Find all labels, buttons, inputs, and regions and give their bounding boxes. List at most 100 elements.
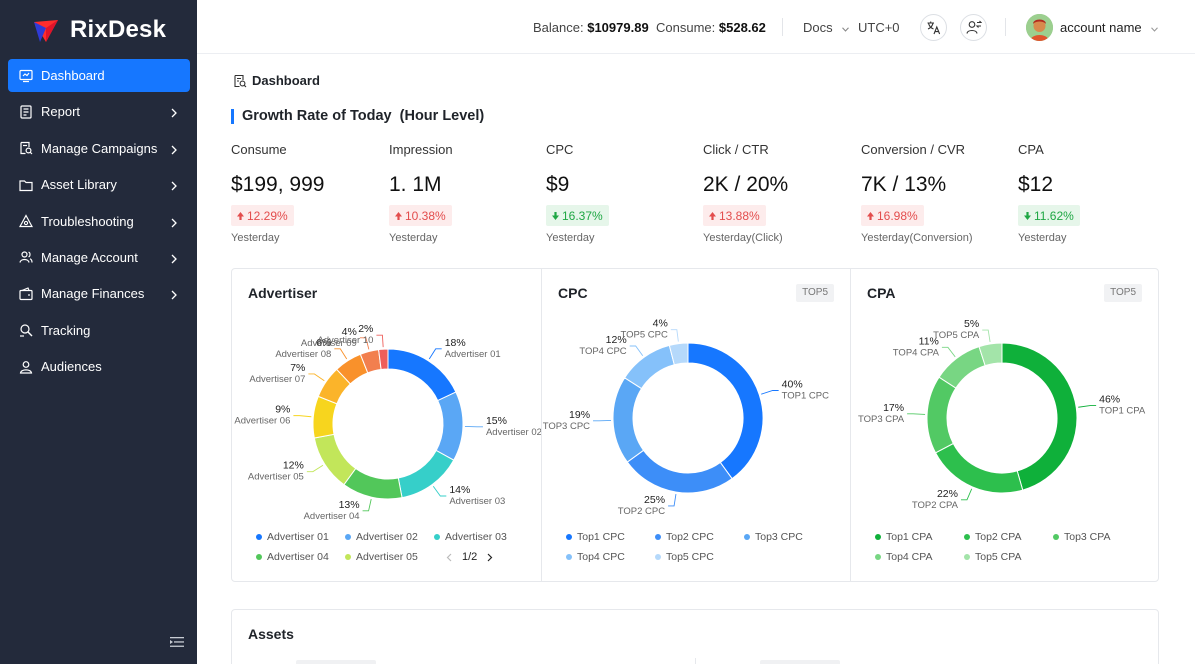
- assets-tab-stub: [296, 660, 376, 664]
- legend-item[interactable]: Top3 CPA: [1053, 531, 1111, 543]
- slice-percent-label: 12%: [606, 334, 627, 346]
- sidebar-item-audiences[interactable]: Audiences: [8, 350, 190, 383]
- legend-item[interactable]: Top2 CPA: [964, 531, 1022, 543]
- slice-percent-label: 6%: [316, 337, 331, 349]
- sidebar-item-asset-library[interactable]: Asset Library: [8, 168, 190, 201]
- slice-name-label: Advertiser 07: [249, 374, 305, 385]
- sidebar-item-manage-campaigns[interactable]: Manage Campaigns: [8, 132, 190, 165]
- donut-slice-5[interactable]: [978, 342, 1003, 367]
- header-divider: [782, 18, 783, 36]
- donut-slice-2[interactable]: [435, 391, 464, 461]
- donut-slice-3[interactable]: [926, 376, 957, 454]
- donut-slice-5[interactable]: [668, 342, 689, 366]
- slice-percent-label: 7%: [290, 362, 305, 374]
- slice-percent-label: 40%: [782, 378, 803, 390]
- sidebar-item-dashboard[interactable]: Dashboard: [8, 59, 190, 92]
- sidebar-item-tracking[interactable]: Tracking: [8, 314, 190, 347]
- legend-item[interactable]: Top2 CPC: [655, 531, 714, 543]
- legend-dot: [655, 534, 661, 540]
- legend-dot: [345, 554, 351, 560]
- donut-slice-2[interactable]: [626, 449, 733, 494]
- donut-slice-10[interactable]: [378, 348, 389, 370]
- legend-item[interactable]: Advertiser 03: [434, 531, 507, 543]
- metric-value: 1. 1M: [389, 173, 442, 196]
- sidebar-item-report[interactable]: Report: [8, 95, 190, 128]
- metric-subtitle: Yesterday: [546, 232, 595, 244]
- sidebar-nav: Dashboard Report Manage Campaigns Asset Lib…: [8, 59, 190, 387]
- donut-slice-1[interactable]: [687, 342, 764, 480]
- slice-percent-label: 4%: [653, 318, 668, 330]
- legend-item[interactable]: Top4 CPC: [566, 551, 625, 563]
- slice-name-label: TOP2 CPA: [912, 500, 959, 511]
- account-menu[interactable]: account name: [1060, 20, 1159, 35]
- legend-item[interactable]: Top1 CPA: [875, 531, 933, 543]
- docs-dropdown[interactable]: Docs: [803, 20, 850, 35]
- metric-label: CPC: [546, 142, 574, 157]
- chevron-right-icon: [170, 288, 178, 300]
- translate-icon: [927, 21, 941, 35]
- timezone-display[interactable]: UTC+0: [858, 20, 900, 35]
- legend-item[interactable]: Advertiser 05: [345, 551, 418, 563]
- legend-label: Advertiser 02: [356, 531, 418, 543]
- legend-label: Advertiser 04: [267, 551, 329, 563]
- campaign-icon: [19, 141, 33, 155]
- switch-account-button[interactable]: [960, 14, 987, 41]
- donut-slice-1[interactable]: [1001, 342, 1078, 491]
- menu-collapse-icon[interactable]: [170, 636, 184, 648]
- avatar[interactable]: [1026, 14, 1053, 41]
- brand-logo[interactable]: RixDesk: [32, 16, 166, 44]
- legend-item[interactable]: Advertiser 02: [345, 531, 418, 543]
- slice-name-label: TOP1 CPA: [1099, 406, 1146, 417]
- donut-slice-4[interactable]: [623, 344, 675, 390]
- chevron-right-icon: [170, 106, 178, 118]
- metric-change-value: 11.62%: [1034, 208, 1074, 223]
- legend-item[interactable]: Advertiser 01: [256, 531, 329, 543]
- legend-item[interactable]: Top1 CPC: [566, 531, 625, 543]
- metric-value: $199, 999: [231, 173, 325, 196]
- metric-cpa: CPA $12 11.62% Yesterday: [1018, 142, 1168, 244]
- page-title: Dashboard: [252, 73, 320, 88]
- leader-line: [359, 337, 370, 350]
- language-button[interactable]: [920, 14, 947, 41]
- chevron-down-icon: [1151, 27, 1159, 32]
- rixdesk-logo-icon: [34, 20, 58, 42]
- leader-line: [428, 348, 442, 360]
- donut-slice-5[interactable]: [313, 433, 357, 486]
- chart-advertiser: Advertiser 18% Advertiser 01 15% Advertiser …: [232, 269, 541, 581]
- sidebar-item-manage-finances[interactable]: Manage Finances: [8, 277, 190, 310]
- top5-tag[interactable]: TOP5: [796, 284, 834, 302]
- legend-item[interactable]: Top5 CPC: [655, 551, 714, 563]
- metric-click-ctr: Click / CTR 2K / 20% 13.88% Yesterday(Click…: [703, 142, 853, 244]
- chevron-left-icon[interactable]: [446, 553, 452, 562]
- arrow-up-icon: [395, 211, 402, 220]
- legend-item[interactable]: Top4 CPA: [875, 551, 933, 563]
- donut-slice-3[interactable]: [612, 377, 645, 463]
- top5-tag[interactable]: TOP5: [1104, 284, 1142, 302]
- legend-item[interactable]: Top3 CPC: [744, 531, 803, 543]
- sidebar-item-label: Troubleshooting: [41, 213, 134, 229]
- donut-slice-2[interactable]: [934, 442, 1024, 494]
- metric-label: CPA: [1018, 142, 1044, 157]
- sidebar-item-label: Report: [41, 104, 81, 120]
- legend-dot: [434, 534, 440, 540]
- chart-title: CPC: [558, 285, 588, 301]
- donut-slice-3[interactable]: [397, 449, 455, 499]
- breadcrumb: Dashboard: [233, 73, 320, 88]
- metric-change-badge: 13.88%: [703, 205, 766, 226]
- metric-subtitle: Yesterday: [1018, 232, 1067, 244]
- slice-name-label: Advertiser 04: [304, 511, 360, 522]
- legend-item[interactable]: Advertiser 04: [256, 551, 329, 563]
- metric-change-value: 10.38%: [405, 208, 446, 223]
- arrow-up-icon: [867, 211, 874, 220]
- chevron-right-icon[interactable]: [487, 553, 493, 562]
- slice-percent-label: 17%: [883, 402, 904, 414]
- slice-percent-label: 14%: [449, 484, 470, 496]
- legend-label: Advertiser 05: [356, 551, 418, 563]
- sidebar-item-troubleshooting[interactable]: Troubleshooting: [8, 205, 190, 238]
- sidebar-item-manage-account[interactable]: Manage Account: [8, 241, 190, 274]
- metric-change-value: 13.88%: [719, 208, 760, 223]
- donut-slice-4[interactable]: [938, 345, 986, 389]
- metric-change-badge: 16.98%: [861, 205, 924, 226]
- legend-item[interactable]: Top5 CPA: [964, 551, 1022, 563]
- chart-title: CPA: [867, 285, 896, 301]
